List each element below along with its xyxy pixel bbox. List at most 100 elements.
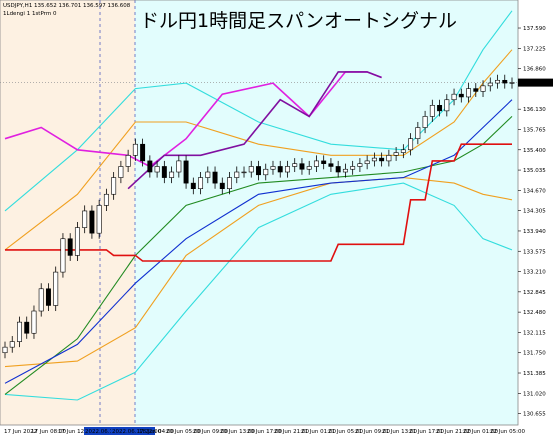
x-tick-label: 20 Jun 21:00 bbox=[274, 429, 309, 435]
candle-body bbox=[509, 82, 515, 84]
candle-body bbox=[169, 171, 175, 178]
candle-body bbox=[350, 166, 356, 170]
candle-body bbox=[96, 205, 102, 234]
candle-body bbox=[154, 166, 160, 173]
x-tick-label: 22 Jun 05:00 bbox=[490, 429, 525, 435]
y-tick-label: 137.225 bbox=[523, 46, 546, 52]
candle-body bbox=[53, 271, 59, 306]
x-tick-label: 20 Jun 05:00 bbox=[166, 429, 201, 435]
x-tick-label: 20 Jun 13:00 bbox=[220, 429, 255, 435]
candle-body bbox=[132, 143, 138, 156]
candle-body bbox=[212, 171, 218, 184]
y-tick-label: 132.115 bbox=[523, 330, 546, 336]
candle-body bbox=[458, 93, 464, 98]
candle-body bbox=[480, 85, 486, 92]
candle-body bbox=[227, 177, 233, 190]
x-tick-label: 17 Jun 08:00 bbox=[31, 429, 66, 435]
candle-body bbox=[386, 155, 392, 162]
candle-body bbox=[9, 341, 15, 348]
candle-body bbox=[306, 166, 312, 170]
candle-body bbox=[299, 163, 305, 170]
y-tick-label: 133.210 bbox=[523, 270, 546, 276]
candle-body bbox=[103, 193, 109, 206]
candle-body bbox=[125, 155, 131, 167]
candle-body bbox=[473, 88, 479, 92]
candle-body bbox=[437, 105, 443, 112]
candle-body bbox=[379, 157, 385, 162]
candle-body bbox=[270, 166, 276, 170]
candle-body bbox=[205, 171, 211, 178]
candle-body bbox=[415, 127, 421, 139]
candle-body bbox=[248, 166, 254, 173]
candle-body bbox=[393, 152, 399, 156]
y-tick-label: 137.590 bbox=[523, 26, 546, 32]
x-tick-label: 17 Jun 2022 bbox=[4, 429, 37, 435]
candle-body bbox=[422, 116, 428, 128]
chart-title: ドル円1時間足スパンオートシグナル bbox=[140, 10, 457, 32]
candle-body bbox=[256, 166, 261, 176]
indicator-line bbox=[127, 71, 382, 190]
candle-body bbox=[82, 210, 88, 228]
candle-body bbox=[38, 288, 44, 312]
x-label-highlight bbox=[111, 427, 155, 435]
candle-body bbox=[364, 160, 370, 164]
candle-body bbox=[190, 182, 196, 189]
candle-body bbox=[444, 99, 450, 112]
x-tick-label: 2022.06.17 18:00 bbox=[85, 429, 135, 435]
header-line: USDJPY,H1 135.652 136.701 136.597 136.60… bbox=[3, 3, 131, 9]
candle-body bbox=[67, 238, 73, 256]
candle-body bbox=[408, 138, 414, 151]
candle-body bbox=[219, 182, 225, 189]
candle-body bbox=[118, 166, 124, 178]
candle-body bbox=[451, 93, 457, 101]
candle-body bbox=[31, 310, 37, 334]
x-tick-label: 22 Jun 01:00 bbox=[463, 429, 498, 435]
candle-body bbox=[502, 79, 508, 84]
indicator-line bbox=[4, 182, 513, 401]
candle-body bbox=[24, 321, 30, 334]
y-tick-label: 131.020 bbox=[523, 391, 546, 397]
indicator-line bbox=[5, 143, 512, 262]
candle-body bbox=[45, 288, 51, 306]
candle-body bbox=[198, 177, 204, 190]
candle-body bbox=[357, 163, 363, 167]
candle-body bbox=[400, 149, 406, 153]
y-tick-label: 136.860 bbox=[523, 67, 546, 73]
candle-body bbox=[147, 160, 153, 173]
y-tick-label: 131.385 bbox=[523, 371, 546, 377]
candle-body bbox=[263, 168, 269, 176]
candle-body bbox=[466, 88, 472, 98]
y-tick-label: 132.480 bbox=[523, 310, 546, 316]
y-tick-label: 135.765 bbox=[523, 127, 546, 133]
candle-body bbox=[371, 157, 377, 162]
candle-body bbox=[292, 163, 298, 167]
y-tick-label: 132.845 bbox=[523, 290, 546, 296]
price-label-bg bbox=[518, 78, 553, 87]
candle-body bbox=[74, 227, 80, 256]
candle-body bbox=[328, 163, 334, 167]
indicator-line bbox=[4, 49, 513, 251]
candle-body bbox=[277, 166, 283, 173]
x-tick-label: 17 Jun 12:00 bbox=[58, 429, 93, 435]
candle-body bbox=[429, 105, 435, 117]
indicator-line bbox=[4, 116, 513, 395]
y-tick-label: 135.035 bbox=[523, 168, 546, 174]
x-tick-label: 20 Jun 17:00 bbox=[247, 429, 282, 435]
y-tick-label: 135.400 bbox=[523, 148, 546, 154]
x-tick-label: 18 Jun 04:00 bbox=[139, 429, 174, 435]
candle-body bbox=[176, 160, 182, 173]
candle-body bbox=[161, 166, 167, 178]
x-tick-label: 20 Jun 09:00 bbox=[193, 429, 228, 435]
price-label: 136.608 bbox=[523, 81, 546, 87]
x-tick-label: 21 Jun 17:00 bbox=[409, 429, 444, 435]
y-tick-label: 134.305 bbox=[523, 209, 546, 215]
candle-body bbox=[2, 346, 8, 354]
x-tick-label: 21 Jun 21:00 bbox=[436, 429, 471, 435]
session-background bbox=[0, 0, 135, 425]
candle-body bbox=[284, 166, 290, 173]
candle-body bbox=[111, 177, 117, 195]
candle-body bbox=[495, 79, 500, 84]
candle-body bbox=[234, 171, 240, 178]
candle-body bbox=[89, 210, 95, 234]
